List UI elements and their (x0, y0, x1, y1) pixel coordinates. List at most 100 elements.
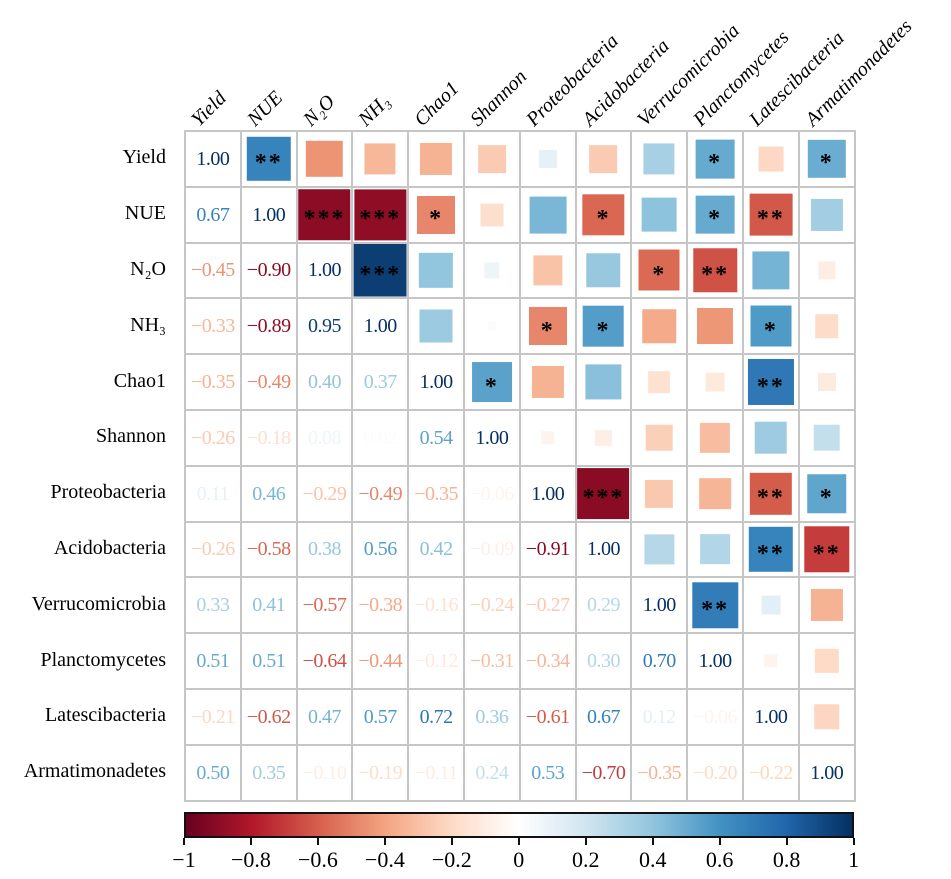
row-label: Planctomycetes (40, 648, 166, 671)
correlation-square (529, 196, 567, 234)
correlation-value: −0.61 (525, 705, 570, 728)
matrix-cell (519, 242, 576, 299)
matrix-cell: 0.51 (185, 633, 241, 689)
significance-stars: *** (303, 206, 346, 233)
correlation-square (810, 198, 843, 231)
matrix-cell: * (463, 354, 520, 410)
row-label: NH₃ (130, 313, 166, 336)
matrix-cell: 0.47 (296, 688, 353, 745)
correlation-square (818, 261, 836, 280)
matrix-cell (519, 354, 576, 410)
correlation-value: −0.12 (414, 650, 458, 673)
matrix-cell: * (687, 186, 743, 243)
correlation-value: 0.54 (419, 426, 454, 449)
row-label: Proteobacteria (50, 481, 167, 504)
matrix-cell: 0.12 (631, 688, 688, 745)
correlation-value: −0.31 (470, 650, 514, 673)
matrix-cell: −0.49 (240, 354, 297, 410)
colorbar-gradient (184, 812, 854, 838)
correlation-value: 0.67 (196, 203, 230, 226)
correlation-square (589, 145, 618, 173)
correlation-square (419, 309, 453, 343)
row-label: N₂O (130, 257, 166, 280)
colorbar-tick (316, 838, 319, 845)
matrix-cell (575, 354, 632, 410)
correlation-square (538, 149, 557, 168)
matrix-cell (296, 131, 353, 187)
correlation-square (541, 431, 555, 445)
correlation-value: −0.44 (358, 650, 403, 673)
matrix-cell: 1.00 (519, 465, 576, 522)
correlation-value: −0.35 (191, 371, 235, 394)
correlation-value: −0.34 (525, 650, 570, 673)
matrix-cell: * (575, 298, 632, 355)
colorbar-tick-label: −0.8 (230, 847, 271, 872)
matrix-cell: −0.31 (463, 633, 520, 689)
colorbar-tick (249, 838, 252, 845)
matrix-cell: ** (240, 131, 297, 187)
correlation-square (807, 139, 846, 179)
correlation-value: 0.51 (196, 650, 230, 673)
correlation-value: −0.57 (302, 594, 347, 617)
correlation-square (705, 372, 725, 392)
significance-stars: ** (701, 596, 730, 623)
matrix-cell (631, 409, 688, 466)
correlation-square (813, 704, 840, 730)
matrix-cell: −0.11 (408, 744, 464, 801)
column-label: Yield (187, 87, 231, 131)
matrix-cell (631, 186, 688, 243)
matrix-cell (575, 131, 632, 187)
matrix-cell: −0.27 (519, 577, 576, 634)
matrix-cell (798, 409, 855, 466)
correlation-value: −0.91 (525, 538, 570, 561)
significance-stars: * (429, 206, 444, 233)
correlation-square (644, 534, 674, 565)
correlation-value: 0.11 (196, 482, 230, 505)
correlation-square (595, 429, 612, 447)
correlation-value: 0.41 (252, 594, 286, 617)
correlation-value: −0.18 (246, 426, 291, 449)
matrix-cell: 1.00 (463, 409, 520, 466)
colorbar-tick-label: −0.2 (431, 847, 472, 872)
correlation-value: 0.08 (307, 426, 342, 449)
matrix-cell: −0.35 (631, 744, 688, 801)
correlation-square (695, 195, 735, 235)
correlation-value: −0.49 (358, 482, 403, 505)
matrix-cell (463, 298, 520, 355)
correlation-value: 0.37 (363, 371, 398, 394)
correlation-value: 0.12 (642, 705, 677, 728)
correlation-square (306, 140, 343, 178)
matrix-cell: −0.91 (519, 521, 576, 578)
correlation-value: −0.70 (581, 761, 626, 784)
matrix-cell: −0.57 (296, 577, 353, 634)
correlation-value: −0.49 (246, 371, 291, 394)
correlation-value: 0.50 (196, 761, 230, 784)
row-label: Armatimonadetes (23, 760, 166, 783)
matrix-cell: 0.41 (240, 577, 297, 634)
colorbar-tick-label: 1 (848, 847, 860, 872)
correlation-value: −0.11 (414, 761, 459, 784)
colorbar-tick-label: 0 (513, 847, 525, 872)
matrix-cell: 1.00 (631, 577, 688, 634)
significance-stars: * (540, 317, 555, 344)
matrix-cell: 0.50 (185, 744, 241, 801)
column-label: NH₃ (354, 90, 395, 131)
correlation-square (638, 249, 680, 291)
matrix-cell (631, 354, 688, 410)
significance-stars: ** (756, 540, 785, 567)
matrix-cell: 1.00 (296, 242, 353, 299)
matrix-cell: −0.49 (352, 465, 409, 522)
correlation-value: −0.35 (637, 761, 682, 784)
row-label: Shannon (96, 425, 166, 448)
correlation-value: −0.22 (748, 761, 793, 784)
matrix-cell (798, 354, 855, 410)
correlation-value: 0.24 (475, 761, 509, 784)
correlation-square (533, 255, 563, 286)
correlation-value: −0.06 (470, 482, 514, 505)
matrix-cell: −0.10 (296, 744, 353, 801)
correlation-value: 0.95 (307, 315, 342, 338)
matrix-cell: 0.40 (296, 354, 353, 410)
colorbar-tick (852, 838, 855, 845)
correlation-square (697, 308, 734, 345)
matrix-cell (742, 409, 799, 466)
